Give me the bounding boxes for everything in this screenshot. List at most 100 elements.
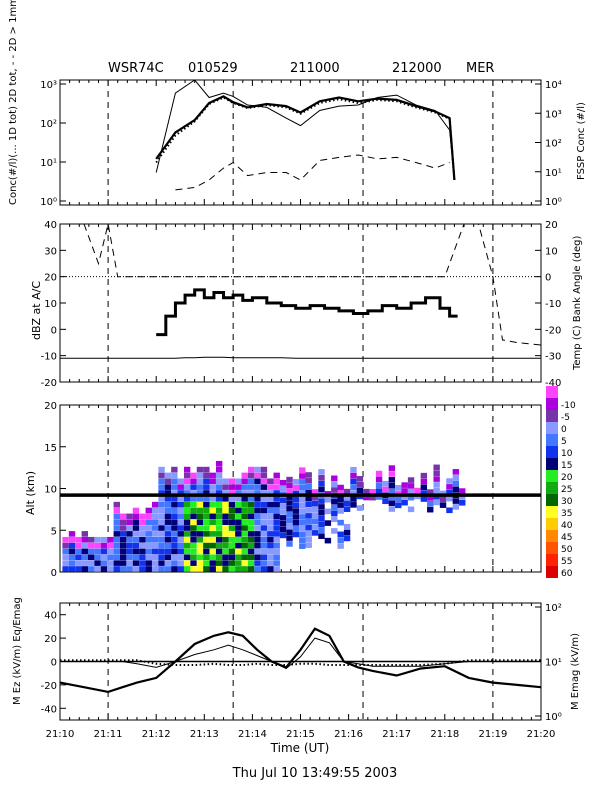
heatmap-cell: [203, 513, 210, 520]
heatmap-cell: [222, 478, 229, 485]
heatmap-cell: [446, 484, 453, 490]
temp-bank-ylabel: Temp (C) Bank Angle (deg): [572, 236, 583, 371]
heatmap-cell: [222, 542, 229, 549]
colorbar-label: 25: [561, 485, 572, 495]
heatmap-cell: [203, 525, 210, 531]
heatmap-cell: [107, 566, 114, 572]
heatmap-cell: [177, 560, 184, 566]
colorbar-label: 40: [561, 521, 573, 531]
right-y-tick-label: 10²: [545, 603, 562, 614]
heatmap-cell: [68, 531, 76, 537]
conc-series-dotted: [155, 96, 456, 181]
heatmap-cell: [331, 481, 338, 487]
left-y-tick-label: 40: [44, 220, 57, 231]
heatmap-cell: [254, 507, 261, 514]
heatmap-cell: [190, 472, 197, 479]
heatmap-cell: [388, 488, 396, 495]
colorbar-swatch: [546, 458, 558, 470]
heatmap-cell: [279, 497, 287, 504]
heatmap-cell: [279, 515, 287, 521]
heatmap-cell: [241, 542, 248, 549]
heatmap-cell: [196, 478, 204, 485]
heatmap-cell: [164, 519, 172, 525]
heatmap-cell: [305, 495, 312, 502]
heatmap-cell: [132, 519, 140, 525]
data-series: [59, 79, 542, 694]
heatmap-cell: [119, 566, 127, 572]
heatmap-cell: [420, 484, 428, 491]
heatmap-cell: [311, 512, 319, 519]
heatmap-cell: [158, 507, 165, 514]
heatmap-cell: [235, 560, 242, 566]
heatmap-cell: [337, 496, 344, 503]
right-y-tick-label: -10: [545, 299, 561, 310]
heatmap-cell: [113, 519, 120, 525]
heatmap-cell: [81, 560, 88, 566]
heatmap-cell: [254, 519, 261, 525]
heatmap-cell: [439, 496, 447, 503]
heatmap-cell: [203, 566, 210, 572]
heatmap-cell: [299, 496, 306, 503]
emag-ylabel: M Emag (kV/m): [570, 633, 581, 710]
heatmap-cell: [331, 498, 338, 505]
heatmap-cell: [292, 514, 300, 520]
heatmap-cell: [241, 513, 248, 520]
right-y-tick-label: -30: [545, 352, 561, 363]
heatmap-cell: [311, 530, 319, 536]
x-axis-label: Time (UT): [270, 741, 330, 755]
heatmap-cell: [241, 484, 248, 490]
heatmap-cell: [420, 478, 428, 485]
heatmap-cell: [151, 531, 159, 537]
heatmap-cell: [260, 566, 268, 572]
heatmap-cell: [267, 490, 274, 496]
heatmap-cell: [183, 560, 191, 566]
heatmap-cell: [452, 469, 460, 475]
conc-ylabel-left: Conc(#/l)(... 1D tot) 2D tot, - - 2D > 1…: [8, 0, 19, 205]
heatmap-cell: [62, 542, 69, 549]
heatmap-cell: [318, 515, 325, 522]
x-tick-label: 21:19: [478, 729, 507, 740]
heatmap-cell: [145, 513, 152, 520]
heatmap-cell: [222, 484, 229, 490]
heatmap-cell: [119, 525, 127, 531]
heatmap-cell: [62, 560, 69, 566]
heatmap-cell: [247, 519, 255, 525]
heatmap-cell: [203, 548, 210, 555]
heatmap-cell: [126, 531, 133, 537]
heatmap-cell: [273, 548, 280, 555]
heatmap-cell: [132, 548, 140, 555]
heatmap-cell: [164, 536, 172, 543]
left-y-tick-label: 20: [44, 401, 57, 412]
heatmap-cell: [228, 554, 236, 561]
heatmap-cell: [215, 484, 223, 490]
heatmap-cell: [183, 501, 191, 508]
heatmap-cell: [331, 475, 338, 482]
left-y-tick-label: 10: [44, 485, 57, 496]
heatmap-cell: [171, 531, 178, 537]
heatmap-cell: [164, 484, 172, 490]
heatmap-cell: [203, 490, 210, 496]
heatmap-cell: [222, 548, 229, 555]
heatmap-cell: [190, 548, 197, 555]
x-tick-label: 21:11: [94, 729, 123, 740]
heatmap-cell: [196, 531, 204, 537]
heatmap-cell: [273, 531, 280, 537]
heatmap-cell: [100, 566, 108, 572]
colorbar-swatch: [546, 410, 558, 422]
heatmap-cell: [420, 496, 428, 502]
heatmap-cell: [119, 531, 127, 537]
heatmap-cell: [228, 519, 236, 525]
heatmap-cell: [318, 504, 325, 510]
heatmap-cell: [241, 548, 248, 555]
heatmap-cell: [139, 536, 146, 543]
heatmap-cell: [222, 496, 229, 502]
heatmap-cell: [318, 533, 325, 539]
heatmap-cell: [247, 466, 255, 473]
heatmap-cell: [254, 536, 261, 543]
heatmap-cell: [260, 513, 268, 520]
heatmap-cell: [183, 566, 191, 572]
heatmap-cell: [273, 554, 280, 561]
heatmap-cell: [350, 478, 357, 485]
heatmap-cell: [196, 548, 204, 555]
